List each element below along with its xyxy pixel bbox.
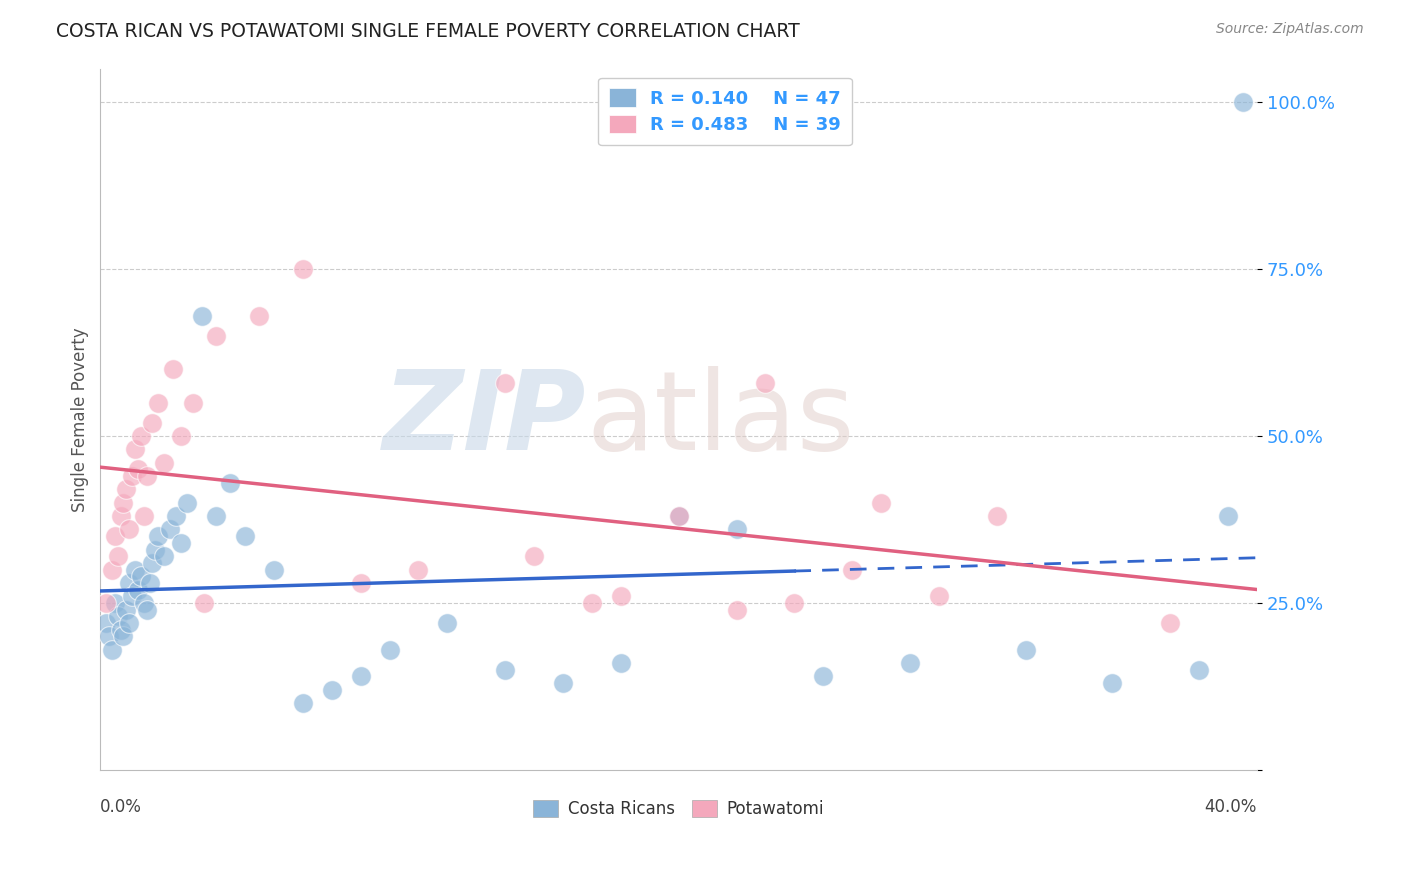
Point (118, 576, 141, 591)
Point (349, 669, 371, 683)
Point (112, 629, 135, 643)
Point (783, 596, 806, 610)
Point (190, 309, 212, 323)
Point (141, 556, 163, 570)
Point (668, 509, 690, 524)
Point (610, 589, 633, 603)
Point (170, 429, 193, 443)
Text: Source: ZipAtlas.com: Source: ZipAtlas.com (1216, 22, 1364, 37)
Point (104, 596, 127, 610)
Text: 0.0%: 0.0% (100, 798, 142, 816)
Point (141, 416, 163, 430)
Point (523, 549, 546, 564)
Point (205, 509, 228, 524)
Point (162, 362, 184, 376)
Point (928, 589, 950, 603)
Point (159, 523, 181, 537)
Text: 40.0%: 40.0% (1205, 798, 1257, 816)
Point (436, 615, 458, 630)
Point (870, 496, 893, 510)
Point (1188, 663, 1211, 677)
Point (1232, 95, 1254, 109)
Point (291, 696, 314, 710)
Point (112, 496, 135, 510)
Point (127, 462, 149, 476)
Point (132, 596, 155, 610)
Point (349, 576, 371, 591)
Point (725, 523, 748, 537)
Point (181, 395, 204, 409)
Point (321, 682, 343, 697)
Point (148, 529, 170, 543)
Text: atlas: atlas (586, 366, 855, 473)
Point (291, 262, 314, 277)
Point (135, 602, 157, 616)
Point (110, 623, 132, 637)
Point (101, 642, 124, 657)
Point (148, 395, 170, 409)
Point (176, 496, 198, 510)
Point (1101, 676, 1123, 690)
Point (408, 563, 430, 577)
Point (121, 589, 143, 603)
Point (129, 569, 152, 583)
Point (121, 469, 143, 483)
Point (898, 656, 921, 670)
Point (107, 549, 129, 564)
Point (94, 596, 117, 610)
Point (668, 509, 690, 524)
Point (551, 676, 574, 690)
Point (132, 509, 155, 524)
Point (98, 629, 121, 643)
Point (494, 376, 516, 390)
Point (1159, 615, 1181, 630)
Point (129, 429, 152, 443)
Point (138, 576, 160, 591)
Point (1216, 509, 1239, 524)
Legend: Costa Ricans, Potawatomi: Costa Ricans, Potawatomi (526, 793, 831, 825)
Point (115, 483, 138, 497)
Point (104, 529, 127, 543)
Point (127, 582, 149, 597)
Y-axis label: Single Female Poverty: Single Female Poverty (72, 327, 89, 512)
Point (107, 609, 129, 624)
Point (754, 376, 776, 390)
Point (170, 536, 193, 550)
Point (115, 602, 138, 616)
Point (153, 549, 176, 564)
Point (581, 596, 603, 610)
Point (247, 309, 270, 323)
Point (110, 509, 132, 524)
Point (153, 456, 176, 470)
Point (124, 563, 146, 577)
Point (165, 509, 187, 524)
Point (193, 596, 215, 610)
Point (263, 563, 285, 577)
Point (494, 663, 516, 677)
Text: COSTA RICAN VS POTAWATOMI SINGLE FEMALE POVERTY CORRELATION CHART: COSTA RICAN VS POTAWATOMI SINGLE FEMALE … (56, 22, 800, 41)
Point (101, 563, 124, 577)
Point (725, 602, 748, 616)
Point (378, 642, 401, 657)
Point (219, 475, 242, 490)
Point (143, 542, 166, 557)
Point (841, 563, 863, 577)
Point (1015, 642, 1038, 657)
Text: ZIP: ZIP (382, 366, 586, 473)
Point (135, 469, 157, 483)
Point (813, 669, 835, 683)
Point (205, 328, 228, 343)
Point (94, 615, 117, 630)
Point (118, 523, 141, 537)
Point (610, 656, 633, 670)
Point (986, 509, 1008, 524)
Point (118, 615, 141, 630)
Point (124, 442, 146, 457)
Point (233, 529, 256, 543)
